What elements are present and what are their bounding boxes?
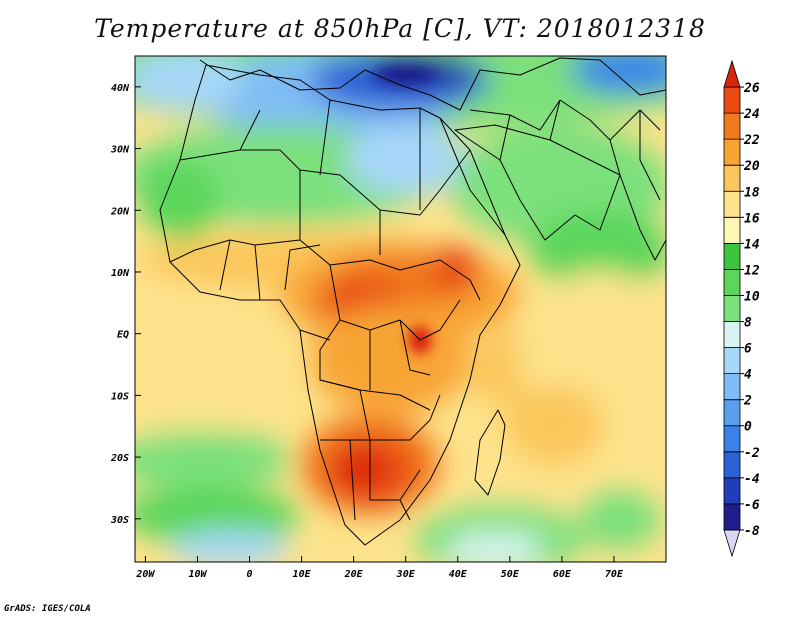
colorbar-label: 10 bbox=[744, 289, 760, 304]
colorbar-label: 0 bbox=[744, 420, 752, 435]
lon-tick-label: 50E bbox=[501, 569, 520, 580]
lon-tick-label: 30E bbox=[396, 569, 416, 580]
longitude-ticks: 20W 10W 0 10E 20E 30E 40E 50E 60E 70E bbox=[135, 556, 624, 580]
lat-tick-label: 30S bbox=[110, 515, 129, 526]
colorbar-label: 6 bbox=[744, 342, 752, 357]
colorbar-swatch bbox=[723, 190, 741, 218]
colorbar-label: -4 bbox=[744, 472, 760, 487]
lon-tick-label: 20E bbox=[344, 569, 364, 580]
lat-tick-label: 30N bbox=[110, 145, 130, 156]
lon-tick-label: 20W bbox=[135, 569, 155, 580]
lat-tick-label: 40N bbox=[111, 83, 130, 94]
colorbar-swatch bbox=[723, 451, 741, 479]
europe-coast bbox=[199, 57, 666, 111]
colorbar-label: 12 bbox=[744, 263, 760, 278]
colorbar-label: -2 bbox=[744, 446, 760, 461]
country-borders bbox=[159, 57, 666, 546]
colorbar-swatch bbox=[723, 216, 741, 244]
colorbar-swatch bbox=[723, 373, 741, 401]
temperature-field bbox=[135, 56, 666, 562]
colorbar-label: -6 bbox=[744, 498, 760, 513]
lon-tick-label: 10W bbox=[188, 569, 207, 580]
colorbar-label: 22 bbox=[743, 133, 760, 148]
red-sea bbox=[439, 117, 506, 236]
colorbar-swatch bbox=[723, 59, 741, 88]
grads-credit: GrADS: IGES/COLA bbox=[4, 604, 91, 614]
colorbar-swatch bbox=[723, 425, 741, 453]
lat-tick-label: 10N bbox=[111, 268, 130, 279]
colorbar-label: 14 bbox=[744, 237, 760, 252]
africa-coastline bbox=[159, 64, 521, 546]
west-africa-borders bbox=[169, 239, 331, 301]
colorbar-swatch bbox=[723, 164, 741, 192]
colorbar-label: 8 bbox=[744, 316, 752, 331]
colorbar-swatch bbox=[723, 138, 741, 166]
colorbar-label: 4 bbox=[744, 368, 752, 383]
lat-tick-label: EQ bbox=[117, 330, 129, 341]
plot-frame bbox=[134, 55, 667, 563]
latitude-ticks: 40N 30N 20N 10N EQ 10S 20S 30S bbox=[110, 83, 141, 526]
colorbar-label: 26 bbox=[743, 81, 760, 96]
colorbar-swatch bbox=[723, 242, 741, 270]
lon-tick-label: 40E bbox=[449, 569, 468, 580]
colorbar-label: 18 bbox=[744, 185, 760, 200]
lat-tick-label: 20N bbox=[110, 206, 130, 217]
map-title: Temperature at 850hPa [C], VT: 201801231… bbox=[94, 14, 706, 43]
colorbar-swatch bbox=[723, 503, 741, 531]
colorbar-swatch bbox=[723, 529, 741, 558]
colorbar-swatch bbox=[723, 269, 741, 296]
lon-tick-label: 70E bbox=[605, 569, 624, 580]
lon-tick-label: 10E bbox=[293, 569, 312, 580]
colorbar-swatch bbox=[723, 295, 741, 322]
lat-tick-label: 20S bbox=[110, 453, 129, 464]
lat-tick-label: 10S bbox=[111, 391, 129, 402]
colorbar-swatch bbox=[723, 321, 741, 348]
colorbar-label: -8 bbox=[744, 524, 760, 539]
madagascar bbox=[474, 409, 506, 496]
colorbar-label: 2 bbox=[743, 394, 752, 409]
lon-tick-label: 0 bbox=[247, 569, 253, 580]
lon-tick-label: 60E bbox=[553, 569, 572, 580]
sahara-borders bbox=[179, 99, 471, 255]
colorbar-swatch bbox=[723, 399, 741, 427]
india-outline bbox=[619, 174, 666, 261]
colorbar-label: 16 bbox=[744, 211, 760, 226]
colorbar-label: 24 bbox=[743, 107, 760, 122]
southern-africa-borders bbox=[319, 379, 441, 521]
middle-east-borders bbox=[469, 99, 661, 201]
colorbar-swatch bbox=[723, 112, 741, 140]
colorbar-swatch bbox=[723, 477, 741, 505]
colorbar-label: 20 bbox=[743, 159, 760, 174]
arabian-peninsula bbox=[454, 124, 621, 241]
colorbar-swatch bbox=[723, 347, 741, 375]
colorbar-swatch bbox=[723, 86, 741, 114]
